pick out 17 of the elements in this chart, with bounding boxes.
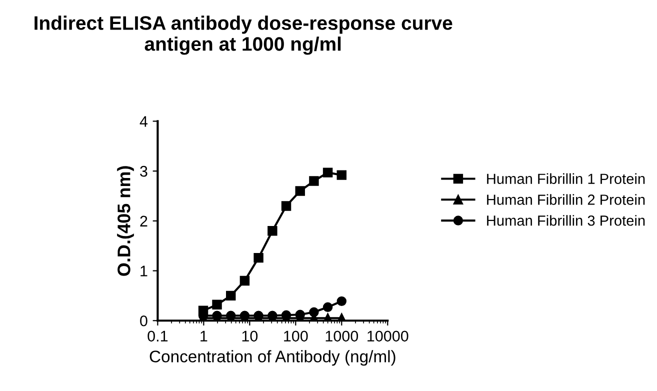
y-tick-label: 3 bbox=[140, 166, 148, 177]
y-tick-label: 0 bbox=[140, 315, 148, 326]
y-tick-label: 2 bbox=[140, 216, 148, 226]
y-tick-label: 4 bbox=[140, 116, 148, 127]
x-tick-label: 100 bbox=[284, 330, 308, 342]
chart-title: Indirect ELISA antibody dose-response curve antigen at 1000 ng/ml bbox=[34, 16, 452, 55]
legend-label: Human Fibrillin 3 Protein bbox=[487, 215, 645, 226]
y-tick-label: 1 bbox=[140, 266, 148, 276]
x-tick-label: 10000 bbox=[368, 330, 408, 342]
legend-label: Human Fibrillin 2 Protein bbox=[487, 194, 645, 205]
x-tick-label: 1000 bbox=[326, 330, 358, 342]
x-tick-label: 0.1 bbox=[148, 330, 168, 342]
legend-label: Human Fibrillin 1 Protein bbox=[487, 173, 645, 184]
y-axis-title: O.D.(405 nm) bbox=[117, 166, 134, 276]
x-tick-label: 10 bbox=[242, 330, 258, 342]
x-tick-label: 1 bbox=[200, 330, 208, 342]
x-axis-title: Concentration of Antibody (ng/ml) bbox=[150, 350, 396, 366]
